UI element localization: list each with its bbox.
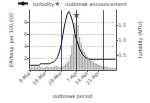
svg-text:turbidity (NTU): turbidity (NTU) <box>137 21 144 58</box>
svg-text:14-Apr: 14-Apr <box>73 69 90 86</box>
svg-text:1.0: 1.0 <box>118 37 126 43</box>
svg-text:turbidity: turbidity <box>33 1 54 8</box>
svg-text:6: 6 <box>24 31 27 37</box>
svg-text:outbreak period: outbreak period <box>53 93 93 100</box>
svg-text:18-Mar: 18-Mar <box>31 69 48 86</box>
svg-text:0.5: 0.5 <box>118 52 126 58</box>
svg-text:7-Apr: 7-Apr <box>64 69 79 84</box>
svg-text:28-Mar: 28-Mar <box>46 69 63 86</box>
svg-text:outbreak announcement: outbreak announcement <box>65 1 127 7</box>
svg-text:1.5: 1.5 <box>118 22 126 28</box>
svg-text:2: 2 <box>24 55 27 61</box>
svg-text:ER/hosp. per 100,000: ER/hosp. per 100,000 <box>8 13 15 67</box>
svg-text:21-Apr: 21-Apr <box>84 69 101 86</box>
svg-text:8: 8 <box>24 19 27 25</box>
svg-text:4: 4 <box>24 43 27 49</box>
svg-text:8-Mar: 8-Mar <box>17 69 32 85</box>
